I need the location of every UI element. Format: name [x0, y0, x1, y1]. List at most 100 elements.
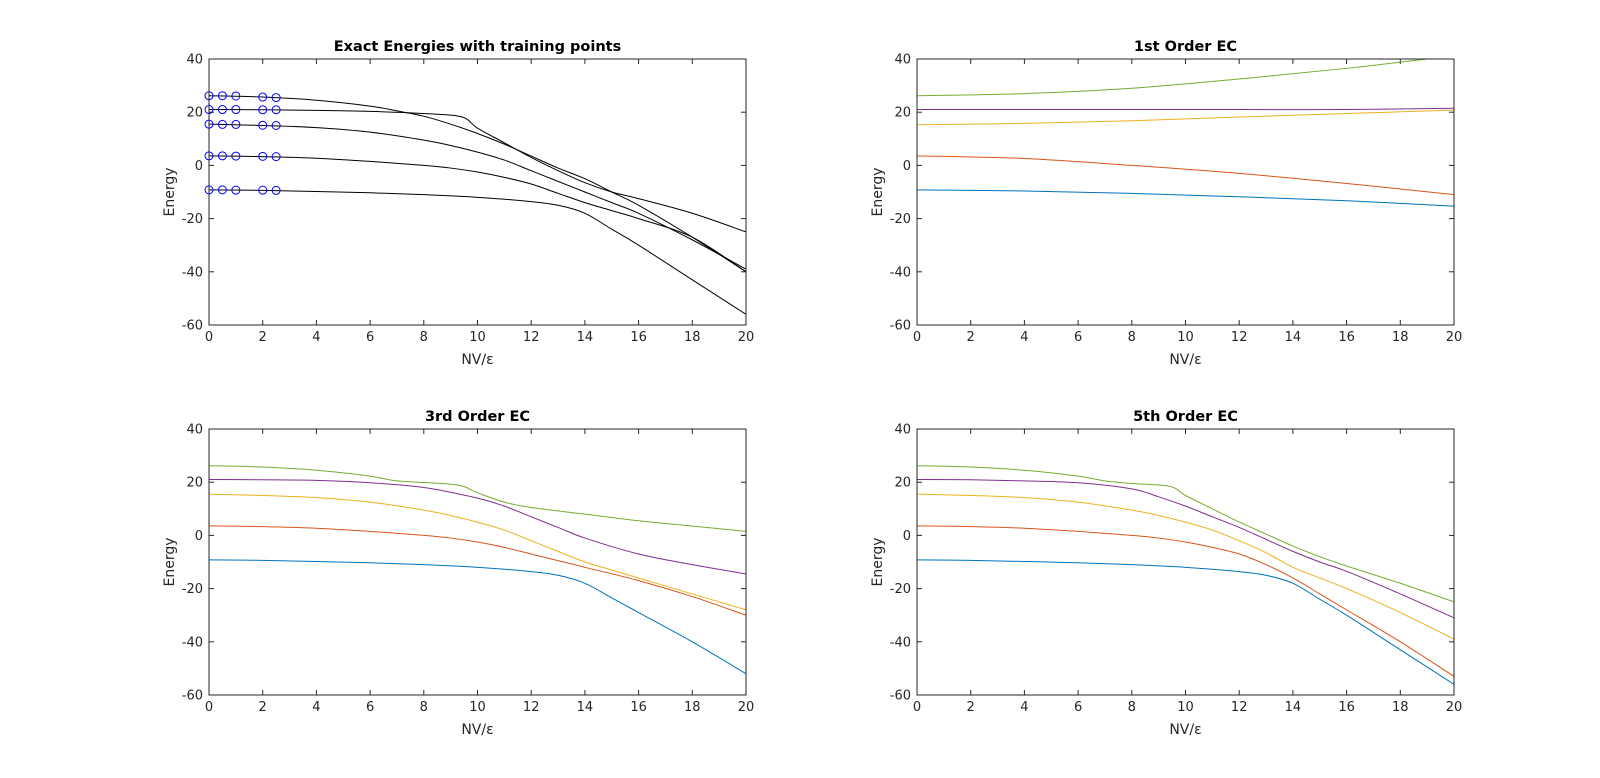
x-tick-label: 14 — [577, 330, 594, 345]
x-tick-label: 8 — [420, 700, 428, 715]
plot-area — [209, 429, 746, 695]
x-tick-label: 16 — [1338, 330, 1355, 345]
y-tick-label: -60 — [890, 689, 911, 704]
y-tick-label: -20 — [182, 582, 203, 597]
y-tick-label: 20 — [186, 476, 203, 491]
y-tick-label: 40 — [894, 423, 911, 438]
training-point-marker — [231, 185, 241, 195]
series-line-5 — [917, 59, 1428, 97]
training-point-marker — [231, 151, 241, 161]
panel-title: 5th Order EC — [1133, 409, 1238, 425]
x-tick-label: 18 — [684, 700, 701, 715]
series-line-4 — [917, 479, 1454, 619]
x-tick-label: 16 — [630, 330, 647, 345]
y-tick-label: 40 — [186, 423, 203, 438]
x-axis-label: NV/ε — [461, 722, 493, 738]
plot-area — [209, 59, 746, 325]
training-point-marker — [258, 151, 268, 161]
y-tick-label: -20 — [890, 212, 911, 227]
series-line-1 — [917, 559, 1454, 685]
series-line-4 — [917, 107, 1454, 111]
y-tick-label: -60 — [182, 689, 203, 704]
y-tick-label: 0 — [195, 159, 203, 174]
panel-5th-order-ec: 5th Order EC NV/ε Energy 0 2 4 6 8 10 12 14 16 18… — [870, 409, 1462, 738]
y-tick-label: 0 — [903, 529, 911, 544]
x-tick-label: 20 — [1446, 330, 1463, 345]
x-tick-label: 2 — [967, 700, 975, 715]
y-tick-label: -40 — [182, 265, 203, 280]
training-point-marker — [258, 120, 268, 130]
axes-box — [916, 428, 1455, 696]
x-tick-label: 10 — [469, 700, 486, 715]
axis-ticks: 0 2 4 6 8 10 12 14 16 18 20 -60 -40 -20 0 20 40 — [182, 423, 755, 716]
series-line-2 — [917, 155, 1454, 196]
plot-area — [917, 59, 1454, 325]
training-point-marker — [258, 185, 268, 195]
x-tick-label: 12 — [523, 700, 540, 715]
y-tick-label: 40 — [186, 53, 203, 68]
series-group — [917, 465, 1454, 685]
x-tick-label: 4 — [312, 330, 320, 345]
x-tick-label: 6 — [1074, 700, 1082, 715]
series-group — [209, 465, 746, 675]
y-axis-label: Energy — [870, 537, 886, 586]
y-tick-label: -40 — [182, 635, 203, 650]
training-point-marker — [217, 105, 227, 115]
training-point-marker — [271, 152, 281, 162]
training-point-marker — [231, 119, 241, 129]
y-axis-label: Energy — [162, 537, 178, 586]
x-tick-label: 6 — [1074, 330, 1082, 345]
training-point-marker — [271, 185, 281, 195]
x-tick-label: 14 — [1285, 700, 1302, 715]
x-tick-label: 2 — [259, 700, 267, 715]
series-group — [917, 59, 1454, 207]
y-tick-label: 40 — [894, 53, 911, 68]
y-tick-label: -60 — [182, 319, 203, 334]
x-tick-label: 18 — [1392, 330, 1409, 345]
series-line-5 — [209, 465, 746, 532]
y-tick-label: -40 — [890, 635, 911, 650]
x-tick-label: 12 — [523, 330, 540, 345]
training-point-marker — [217, 185, 227, 195]
y-tick-label: -20 — [890, 582, 911, 597]
series-group — [209, 95, 746, 315]
panel-3rd-order-ec: 3rd Order EC NV/ε Energy 0 2 4 6 8 10 12 14 16 18… — [162, 409, 754, 738]
x-tick-label: 16 — [1338, 700, 1355, 715]
x-tick-label: 0 — [205, 700, 213, 715]
panel-title: 3rd Order EC — [425, 409, 530, 425]
series-line-2 — [917, 525, 1454, 677]
x-tick-label: 12 — [1231, 330, 1248, 345]
x-tick-label: 16 — [630, 700, 647, 715]
series-line-1 — [209, 189, 746, 315]
training-point-marker — [258, 92, 268, 102]
x-tick-label: 12 — [1231, 700, 1248, 715]
x-tick-label: 14 — [577, 700, 594, 715]
y-tick-label: -40 — [890, 265, 911, 280]
y-tick-label: -20 — [182, 212, 203, 227]
plot-area — [917, 429, 1454, 695]
series-line-3 — [917, 493, 1454, 640]
x-axis-label: NV/ε — [461, 352, 493, 368]
panel-exact-energies: Exact Energies with training points NV/ε… — [162, 39, 754, 368]
x-tick-label: 18 — [1392, 700, 1409, 715]
training-point-marker — [231, 105, 241, 115]
y-tick-label: 20 — [894, 476, 911, 491]
x-tick-label: 4 — [1020, 700, 1028, 715]
panel-1st-order-ec: 1st Order EC NV/ε Energy 0 2 4 6 8 10 12 14 16 18… — [870, 39, 1462, 368]
axes-box — [916, 58, 1455, 326]
axes-box — [208, 58, 747, 326]
x-tick-label: 18 — [684, 330, 701, 345]
x-tick-label: 8 — [1128, 330, 1136, 345]
x-tick-label: 20 — [738, 330, 755, 345]
x-axis-label: NV/ε — [1169, 722, 1201, 738]
y-tick-label: 0 — [195, 529, 203, 544]
y-tick-label: 20 — [894, 106, 911, 121]
x-tick-label: 10 — [1177, 700, 1194, 715]
x-tick-label: 0 — [205, 330, 213, 345]
panel-title: Exact Energies with training points — [334, 39, 621, 55]
series-line-3 — [917, 109, 1454, 126]
y-axis-label: Energy — [870, 167, 886, 216]
axis-ticks: 0 2 4 6 8 10 12 14 16 18 20 -60 -40 -20 0 20 40 — [890, 53, 1463, 346]
training-point-marker — [217, 119, 227, 129]
